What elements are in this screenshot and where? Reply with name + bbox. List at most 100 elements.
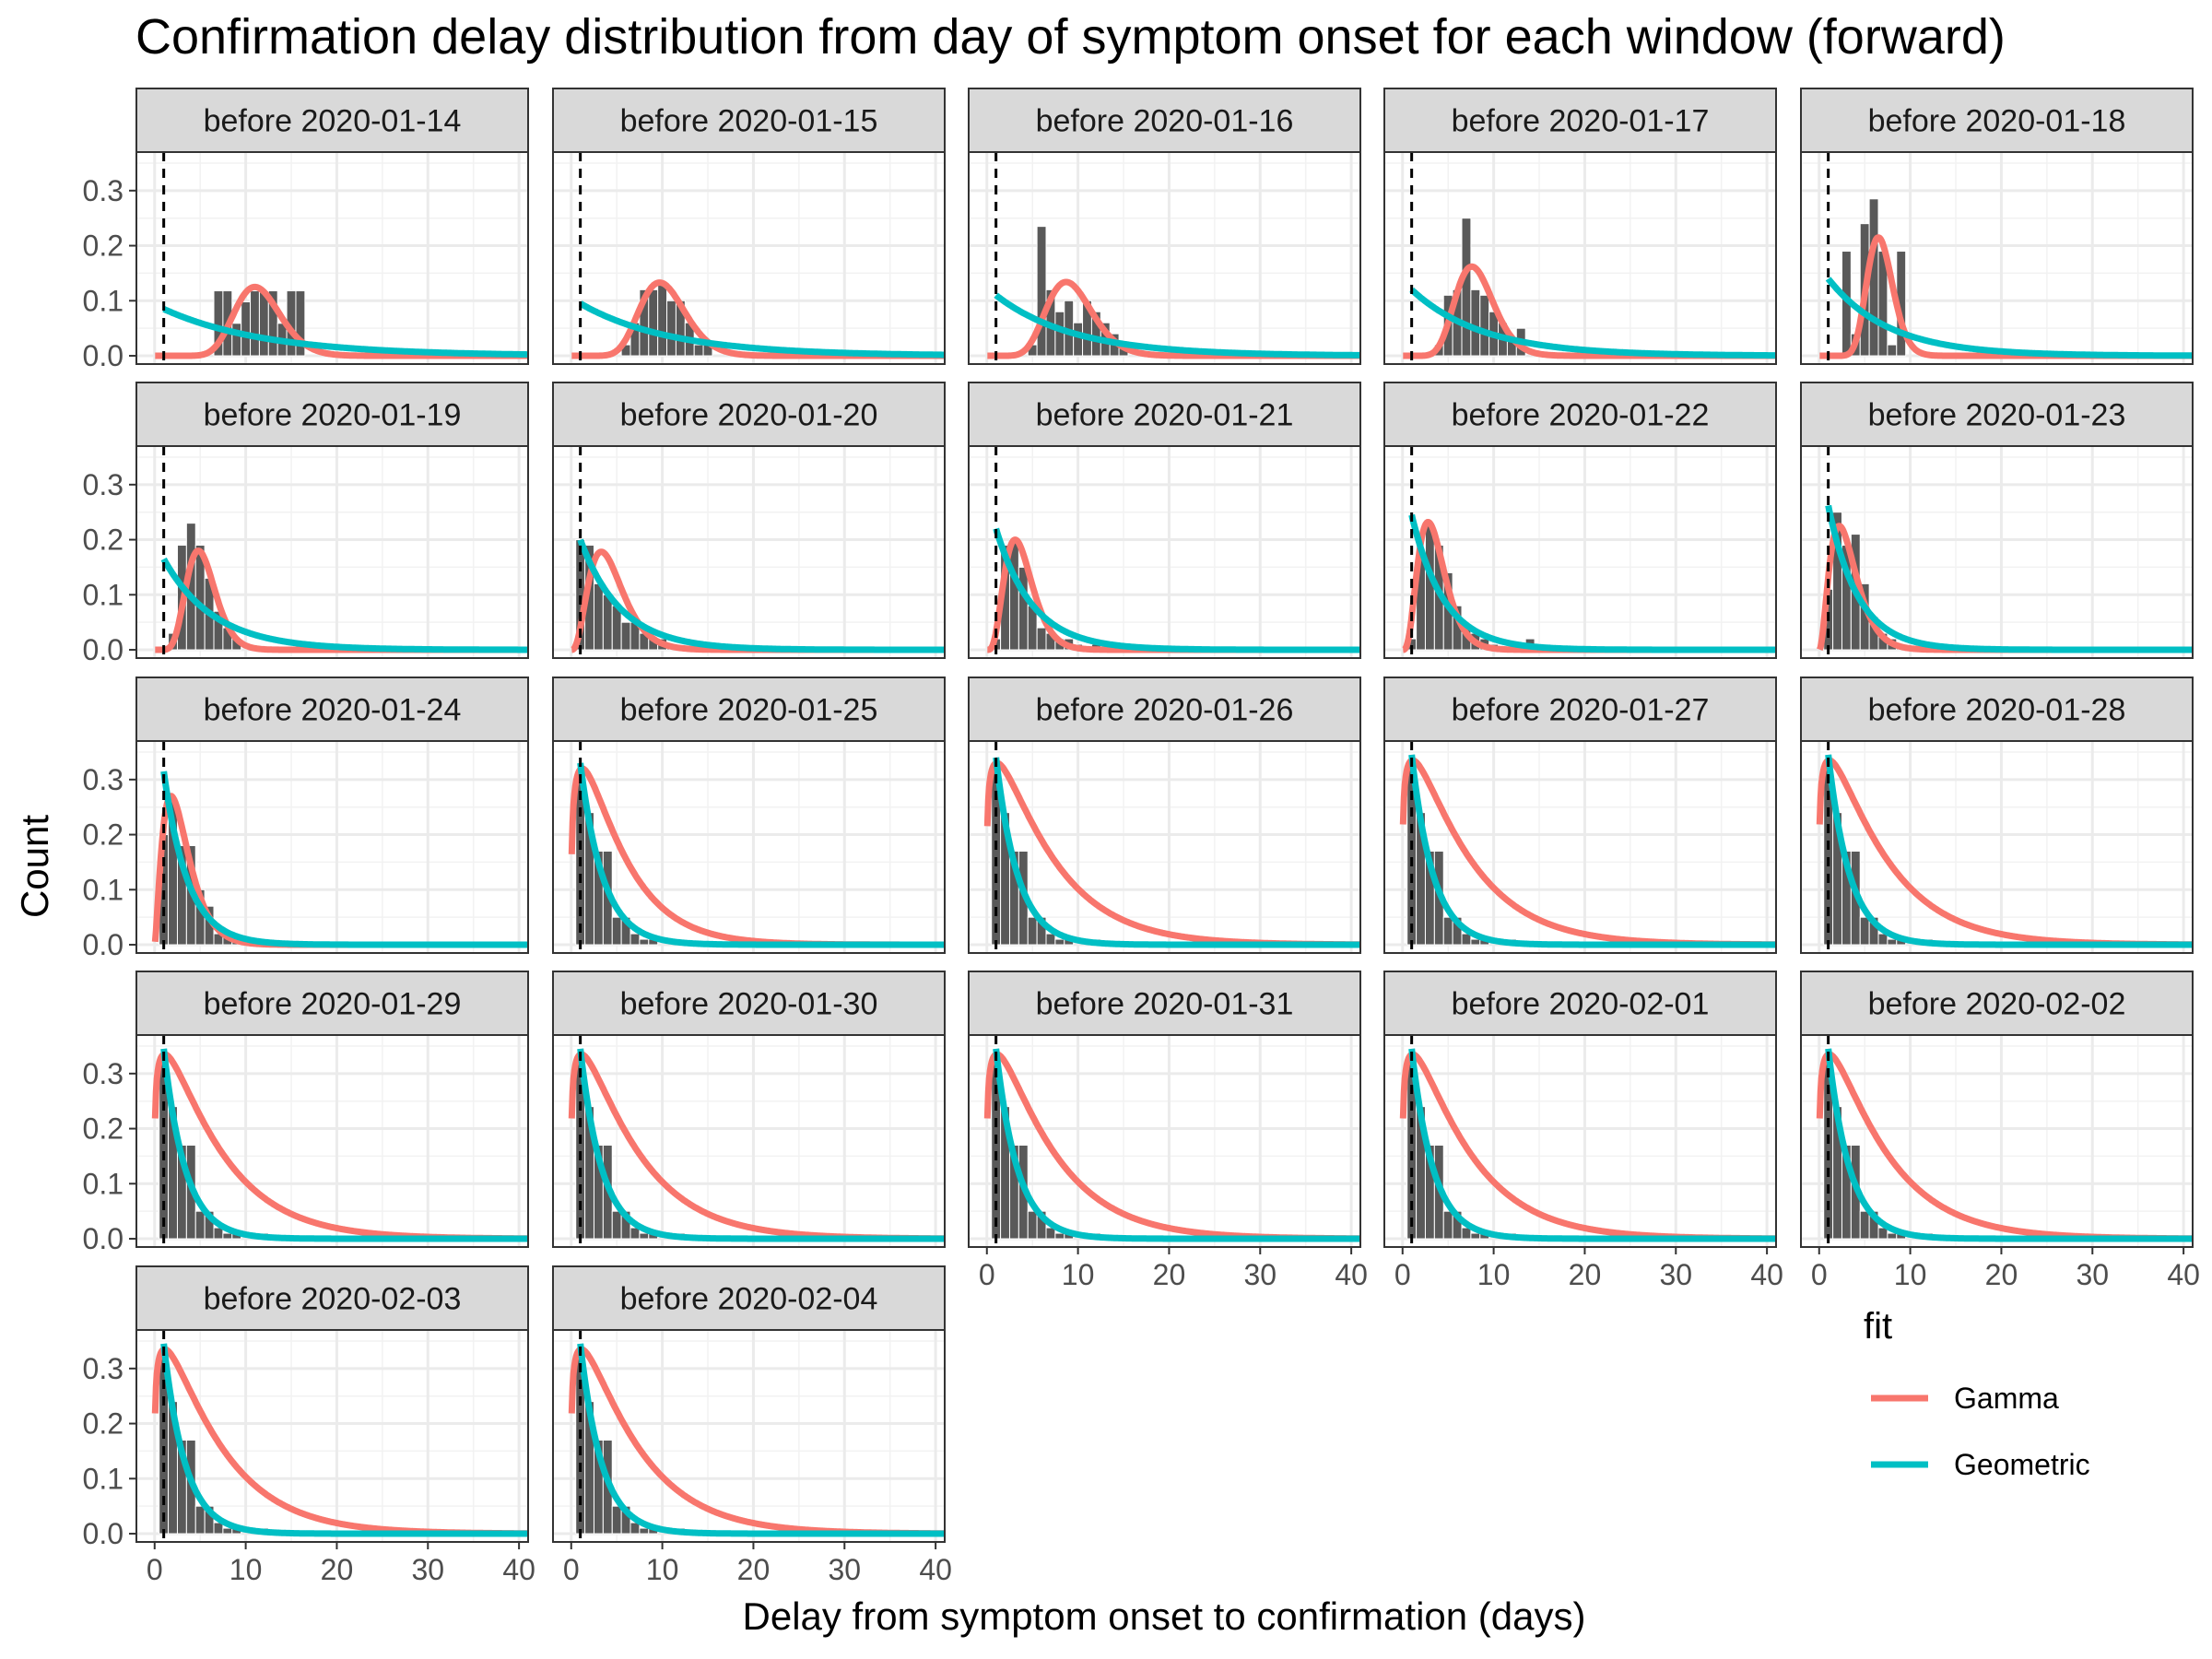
plot-contents [1801, 1035, 2193, 1247]
geometric-fit-line [577, 1343, 945, 1537]
legend-title: fit [1864, 1306, 1892, 1347]
y-tick-label: 0.0 [83, 928, 124, 961]
histogram-bar [666, 300, 677, 357]
y-tick-label: 0.3 [83, 763, 124, 796]
histogram-bar [194, 1505, 206, 1535]
facet-label: before 2020-01-29 [204, 987, 462, 1022]
plot-contents [969, 446, 1360, 658]
geometric-fit-line [1409, 287, 1776, 359]
y-tick-label: 0.3 [83, 1057, 124, 1090]
facet-panel: before 2020-01-28 [1800, 677, 2194, 954]
plot-contents [136, 152, 528, 364]
facet-label: before 2020-02-03 [204, 1282, 462, 1317]
panel-border [552, 1034, 946, 1248]
facet-strip [968, 88, 1361, 153]
panel-border [135, 445, 529, 659]
panel-border [968, 151, 1361, 365]
histogram-bar [1442, 1210, 1453, 1240]
x-tick-label: 30 [828, 1553, 861, 1586]
y-tick-label: 0.0 [83, 633, 124, 666]
facet-label: before 2020-01-31 [1036, 987, 1294, 1022]
panel-border [968, 740, 1361, 954]
x-tick-label: 20 [321, 1553, 354, 1586]
facet-label: before 2020-01-27 [1452, 693, 1710, 728]
histogram-bar [611, 1505, 622, 1535]
plot-contents [1801, 152, 2193, 364]
histogram-bar [611, 916, 622, 946]
facet-label: before 2020-01-15 [620, 104, 878, 139]
panel-border [135, 740, 529, 954]
x-tick-label: 20 [1985, 1258, 2018, 1291]
x-tick-label: 30 [411, 1553, 444, 1586]
x-tick-label: 10 [1477, 1258, 1511, 1291]
panel-border [135, 1034, 529, 1248]
histogram-bar [1442, 916, 1453, 946]
legend: fit Gamma Geometric [1864, 1306, 2090, 1481]
histogram-bar [1036, 226, 1047, 357]
panel-border [1800, 1034, 2194, 1248]
facet-label: before 2020-01-24 [204, 693, 462, 728]
facet-strip [135, 382, 529, 447]
facet-panel: before 2020-01-30 [552, 971, 946, 1248]
y-tick-label: 0.1 [83, 1167, 124, 1200]
panel-border [1800, 740, 2194, 954]
histogram-bar [1470, 938, 1481, 946]
histogram-bar [1859, 1210, 1870, 1240]
y-tick-label: 0.1 [83, 873, 124, 906]
plot-contents [969, 152, 1360, 364]
x-tick-label: 40 [919, 1553, 952, 1586]
facet-panel: before 2020-01-31 0 10 20 30 40 [968, 971, 1368, 1291]
facet-strip [135, 88, 529, 153]
x-tick-label: 20 [737, 1553, 771, 1586]
panel-border [552, 740, 946, 954]
x-tick-label: 0 [1394, 1258, 1411, 1291]
histogram-bar [593, 582, 604, 651]
facet-panel: before 2020-01-17 [1383, 88, 1777, 365]
geometric-fit-line [1408, 1048, 1776, 1242]
facet-strip [135, 1265, 529, 1331]
facet-panel: before 2020-01-19 0.0 0.1 0.2 0.3 [83, 382, 529, 666]
legend-label-geometric: Geometric [1954, 1448, 2090, 1481]
facet-label: before 2020-01-28 [1868, 693, 2126, 728]
geometric-fit-line [993, 757, 1360, 948]
facet-label: before 2020-01-21 [1036, 398, 1294, 433]
panel-border [1800, 445, 2194, 659]
x-tick-label: 0 [979, 1258, 995, 1291]
facet-label: before 2020-01-23 [1868, 398, 2126, 433]
plot-contents [553, 1035, 945, 1247]
x-tick-label: 30 [1659, 1258, 1692, 1291]
panels-layer: before 2020-01-140.00.10.20.3 before 2020… [83, 88, 2200, 1586]
facet-label: before 2020-01-19 [204, 398, 462, 433]
facet-panel: before 2020-02-03 0.0 0.1 0.2 0.3 0 10 20 30 40 [83, 1265, 535, 1586]
facet-panel: before 2020-01-14 0.0 0.1 0.2 0.3 [83, 88, 529, 372]
histogram-bar [1027, 1210, 1038, 1240]
geometric-fit-line [160, 1048, 528, 1242]
x-tick-label: 0 [147, 1553, 163, 1586]
facet-strip [1383, 88, 1777, 153]
facet-label: before 2020-01-22 [1452, 398, 1710, 433]
histogram-bar [693, 344, 704, 357]
facet-panel: before 2020-01-24 0.0 0.1 0.2 0.3 [83, 677, 529, 961]
histogram-bar [295, 290, 306, 357]
panel-border [135, 1329, 529, 1543]
x-tick-label: 0 [563, 1553, 580, 1586]
geometric-fit-line [160, 557, 528, 653]
y-tick-label: 0.3 [83, 1352, 124, 1385]
histogram-bar [629, 933, 641, 946]
geometric-fit-line [577, 1048, 945, 1242]
facet-label: before 2020-01-16 [1036, 104, 1294, 139]
facet-panel: before 2020-02-01 0 10 20 30 40 [1383, 971, 1783, 1291]
facet-strip [1383, 677, 1777, 742]
plot-contents [1384, 152, 1776, 364]
geometric-fit-line [577, 538, 945, 653]
facet-label: before 2020-02-02 [1868, 987, 2126, 1022]
plot-background [136, 152, 528, 364]
facet-strip [135, 971, 529, 1036]
facet-panel: before 2020-01-18 [1800, 88, 2194, 365]
histogram-bar [1073, 322, 1084, 357]
plot-contents [553, 1330, 945, 1542]
facet-strip [552, 677, 946, 742]
facet-label: before 2020-02-04 [620, 1282, 878, 1317]
